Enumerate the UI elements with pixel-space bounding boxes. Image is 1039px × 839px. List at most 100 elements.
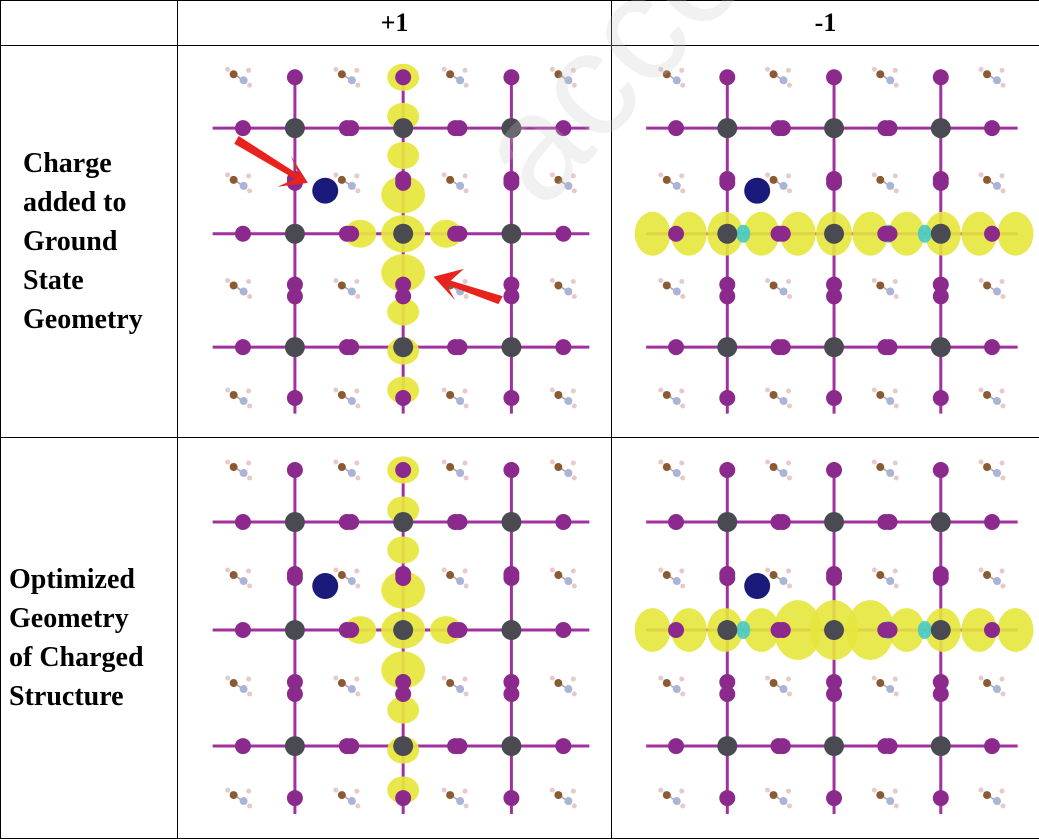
hydrogen-atom [355,83,360,88]
hydrogen-atom [247,804,252,809]
row-label-line: Geometry [9,599,177,638]
hydrogen-atom [225,676,230,681]
red-arrow [234,136,308,187]
iodide-atom [933,69,949,85]
carbon-atom [554,281,562,289]
nitrogen-atom [993,469,1001,477]
carbon-atom [338,463,346,471]
lead-atom [931,512,951,532]
iodide-atom [451,514,467,530]
hydrogen-atom [1000,173,1005,178]
row-label-line: State [9,261,177,300]
iodide-atom [503,69,519,85]
hydrogen-atom [354,789,359,794]
nitrogen-atom [886,469,894,477]
hydrogen-atom [787,804,792,809]
iodide-atom [343,226,359,242]
lead-atom [393,337,413,357]
carbon-atom [663,571,671,579]
iodide-atom [235,514,251,530]
hydrogen-atom [1001,692,1006,697]
hydrogen-atom [679,389,684,394]
panel-optimized-minus [612,438,1039,839]
iodide-atom [395,288,411,304]
iodide-atom [719,175,735,191]
row-ground-state: Charge added to Ground State Geometry [1,46,1039,438]
hydrogen-atom [355,692,360,697]
hydrogen-atom [225,788,230,793]
hydrogen-atom [787,584,792,589]
carbon-atom [876,281,884,289]
hydrogen-atom [354,389,359,394]
hydrogen-atom [464,584,469,589]
iodide-atom [882,622,898,638]
hydrogen-atom [894,476,899,481]
nitrogen-atom [780,287,788,295]
dopant-atom [312,178,338,204]
nitrogen-atom [456,469,464,477]
hydrogen-atom [679,173,684,178]
hydrogen-atom [1001,403,1006,408]
hydrogen-atom [354,173,359,178]
hydrogen-atom [893,569,898,574]
carbon-atom [554,679,562,687]
hydrogen-atom [571,789,576,794]
hydrogen-atom [355,584,360,589]
hydrogen-atom [1001,804,1006,809]
hydrogen-atom [765,388,770,393]
hydrogen-atom [463,389,468,394]
carbon-atom [983,679,991,687]
iodide-atom [826,175,842,191]
iodide-atom [719,686,735,702]
iodide-atom [235,622,251,638]
nitrogen-atom [564,182,572,190]
carbon-atom [876,391,884,399]
lead-atom [717,224,737,244]
carbon-atom [770,391,778,399]
nitrogen-atom [240,797,248,805]
carbon-atom [554,391,562,399]
carbon-atom [338,281,346,289]
hydrogen-atom [894,83,899,88]
hydrogen-atom [247,584,252,589]
iodide-atom [826,69,842,85]
hydrogen-atom [786,569,791,574]
lead-atom [501,620,521,640]
hydrogen-atom [680,476,685,481]
hydrogen-atom [333,568,338,573]
density-lobe [635,212,671,256]
hydrogen-atom [658,568,663,573]
iodide-atom [882,120,898,136]
iodide-atom [775,339,791,355]
iodide-atom [451,738,467,754]
hydrogen-atom [658,676,663,681]
iodide-atom [668,738,684,754]
iodide-atom [933,288,949,304]
iodide-atom [503,175,519,191]
nitrogen-atom [673,76,681,84]
hydrogen-atom [571,461,576,466]
hydrogen-atom [893,677,898,682]
hydrogen-atom [979,460,984,465]
hydrogen-atom [979,788,984,793]
carbon-atom [446,391,454,399]
hydrogen-atom [246,68,251,73]
lead-atom [824,512,844,532]
row-label-line: added to [9,183,177,222]
iodide-atom [668,622,684,638]
lead-atom [393,224,413,244]
hydrogen-atom [464,83,469,88]
hydrogen-atom [442,788,447,793]
carbon-atom [338,70,346,78]
hydrogen-atom [572,403,577,408]
carbon-atom [230,571,238,579]
carbon-atom [876,571,884,579]
iodide-atom [287,686,303,702]
iodide-atom [451,339,467,355]
dopant-atom [312,573,338,599]
nitrogen-atom [993,287,1001,295]
hydrogen-atom [571,68,576,73]
carbon-atom [770,571,778,579]
lead-atom [717,620,737,640]
iodide-atom [503,390,519,406]
